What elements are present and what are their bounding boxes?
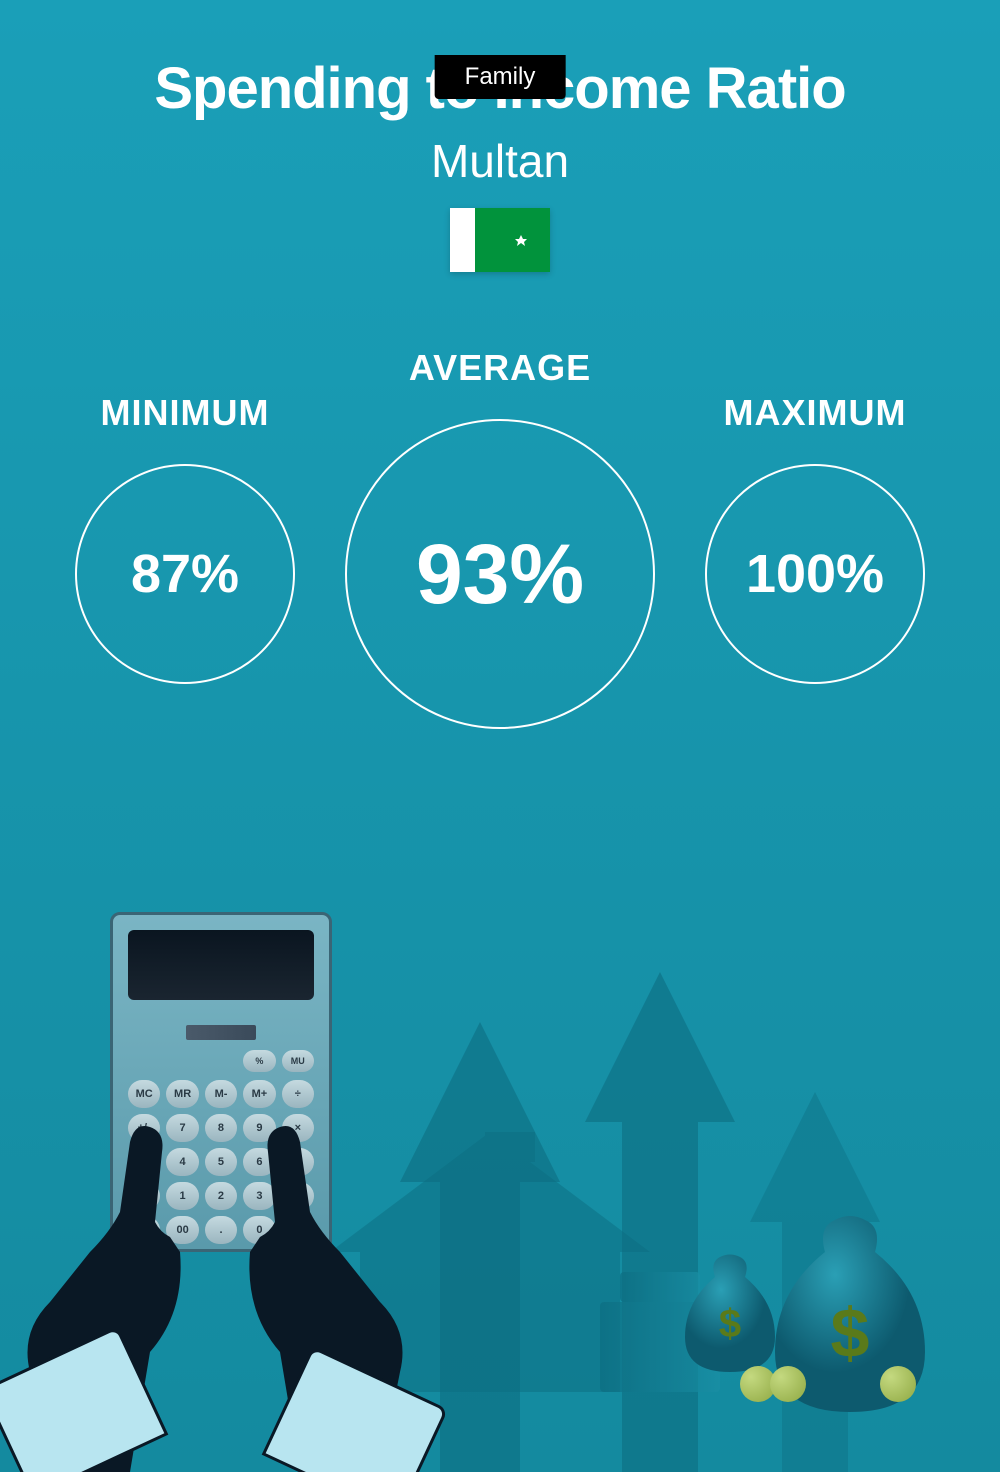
stat-average-value: 93% <box>416 526 584 623</box>
category-badge: Family <box>435 55 566 99</box>
stat-average-label: AVERAGE <box>409 347 591 389</box>
stat-maximum-value: 100% <box>746 543 884 605</box>
location-subtitle: Multan <box>0 134 1000 188</box>
flag-white-stripe <box>450 208 475 272</box>
calc-btn-mu: MU <box>282 1050 314 1072</box>
stat-minimum-label: MINIMUM <box>101 392 270 434</box>
money-bag-small-icon: $ <box>680 1252 780 1372</box>
pakistan-flag-icon <box>450 208 550 272</box>
stat-maximum: MAXIMUM 100% <box>705 392 925 684</box>
stat-minimum-circle: 87% <box>75 464 295 684</box>
stat-maximum-circle: 100% <box>705 464 925 684</box>
stats-container: MINIMUM 87% AVERAGE 93% MAXIMUM 100% <box>0 347 1000 729</box>
stat-minimum-value: 87% <box>131 543 239 605</box>
stat-minimum: MINIMUM 87% <box>75 392 295 684</box>
flag-green-field <box>475 208 550 272</box>
calculator-screen <box>128 930 314 1000</box>
stat-average: AVERAGE 93% <box>345 347 655 729</box>
stat-maximum-label: MAXIMUM <box>724 392 907 434</box>
svg-text:$: $ <box>719 1302 741 1346</box>
hands-calculator-illustration: % MU MC MR M- M+ ÷ +/- 7 8 9 × ► 4 5 6 -… <box>20 912 420 1472</box>
crescent-star-icon <box>493 220 533 260</box>
calculator-solar <box>186 1025 256 1040</box>
stat-average-circle: 93% <box>345 419 655 729</box>
svg-text:$: $ <box>831 1294 870 1372</box>
illustration-area: $ $ % MU MC <box>0 912 1000 1472</box>
